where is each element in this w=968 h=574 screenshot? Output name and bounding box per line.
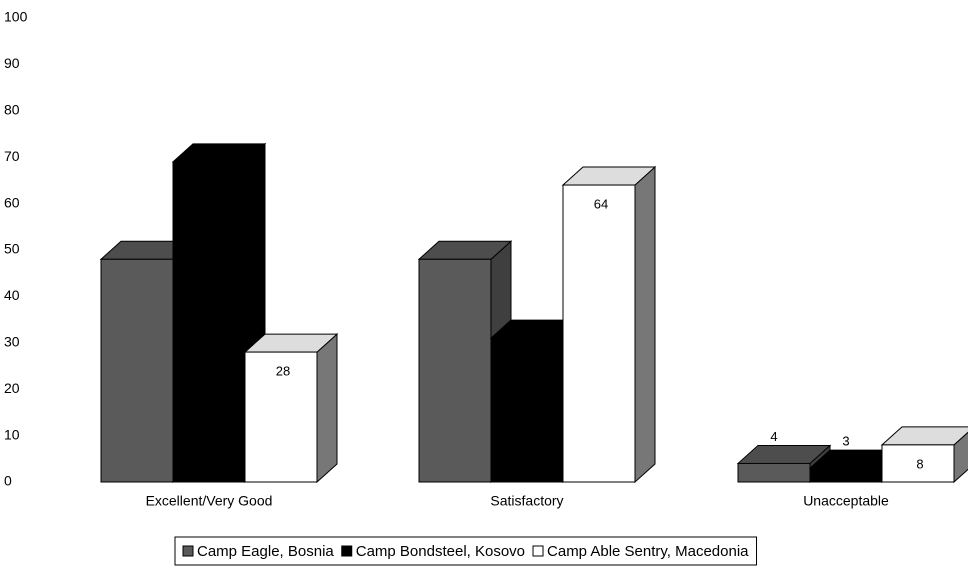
bar-front (562, 184, 636, 483)
bar (880, 426, 968, 484)
data-label: 64 (594, 196, 608, 211)
y-tick-label: 30 (4, 334, 20, 350)
x-tick-label: Unacceptable (803, 493, 889, 509)
bar (561, 165, 657, 484)
data-label: 28 (276, 364, 290, 379)
legend-swatch (341, 545, 353, 557)
y-tick-label: 40 (4, 287, 20, 303)
bar-front (881, 444, 955, 483)
legend-swatch (532, 545, 544, 557)
bar-side (634, 165, 656, 484)
data-label: 8 (916, 456, 923, 471)
bar-front (100, 258, 174, 483)
y-tick-label: 60 (4, 194, 20, 210)
legend: Camp Eagle, Bosnia Camp Bondsteel, Kosovo… (174, 536, 758, 566)
y-tick-label: 100 (4, 9, 28, 25)
legend-label: Camp Bondsteel, Kosovo (356, 543, 525, 560)
y-tick-label: 20 (4, 380, 20, 396)
x-tick-label: Excellent/Very Good (146, 493, 273, 509)
data-label: 4 (770, 429, 777, 444)
data-label: 3 (842, 434, 849, 449)
bar-front (244, 351, 318, 483)
y-tick-label: 50 (4, 241, 20, 257)
y-tick-label: 0 (4, 473, 12, 489)
bar-front (418, 258, 492, 483)
bar-side (316, 332, 338, 484)
legend-box (174, 536, 758, 566)
y-tick-label: 70 (4, 148, 20, 164)
bar-front (809, 467, 883, 483)
y-tick-label: 90 (4, 55, 20, 71)
bar-front (490, 337, 564, 483)
bar-top (880, 426, 968, 446)
legend-label: Camp Eagle, Bosnia (197, 543, 334, 560)
bar (243, 332, 339, 484)
y-tick-label: 10 (4, 426, 20, 442)
legend-label: Camp Able Sentry, Macedonia (547, 543, 749, 560)
y-tick-label: 80 (4, 102, 20, 118)
x-tick-label: Satisfactory (490, 493, 563, 509)
bar-front (172, 161, 246, 483)
legend-swatch (182, 545, 194, 557)
bar-front (737, 462, 811, 483)
